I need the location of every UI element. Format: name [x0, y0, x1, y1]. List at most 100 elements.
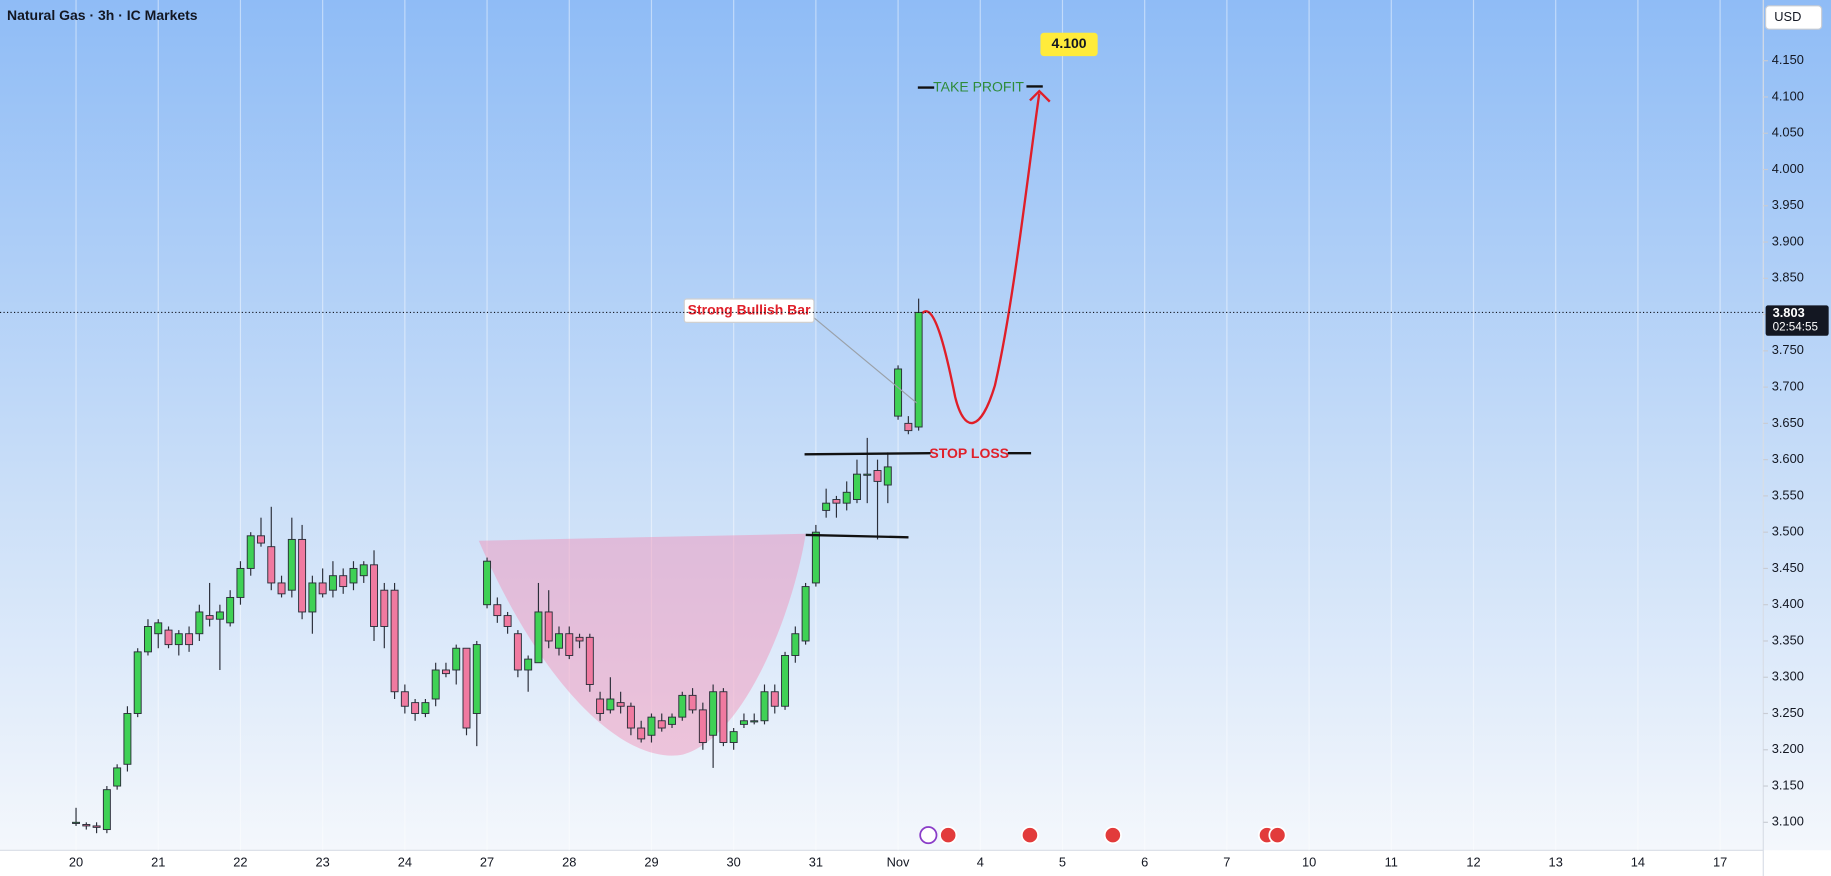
candle-body [822, 502, 831, 511]
candle-body [657, 720, 666, 729]
candle-body [452, 647, 461, 671]
currency-label[interactable]: USD [1774, 9, 1801, 24]
candle-body [215, 611, 224, 620]
candle-body [143, 626, 152, 653]
candle-body [380, 589, 389, 627]
y-tick-label: 3.500 [1772, 524, 1804, 539]
candle-body [739, 720, 748, 725]
candle-body [585, 636, 594, 685]
x-tick-label: 21 [151, 855, 165, 870]
candle-body [565, 633, 574, 656]
time-axis-bg [0, 850, 1831, 876]
candle-body [236, 567, 245, 598]
candle-body [339, 575, 348, 588]
projection-curve [921, 93, 1041, 425]
candle-body [370, 564, 378, 627]
candle-body [205, 615, 214, 620]
candle-body [298, 538, 307, 613]
candle-body [411, 702, 420, 714]
candle-body [637, 727, 646, 740]
candle-body [308, 582, 317, 613]
candle-body [359, 564, 368, 577]
event-icon [1103, 826, 1122, 845]
x-tick-label: 7 [1223, 855, 1230, 870]
y-tick-label: 4.150 [1772, 52, 1804, 67]
countdown-label: 02:54:55 [1773, 321, 1818, 334]
candle-body [483, 560, 492, 606]
target-badge-box [1040, 32, 1098, 57]
stop-loss-line [804, 452, 931, 456]
y-tick-label: 3.400 [1772, 596, 1804, 611]
candle-body [441, 669, 450, 675]
x-tick-label: 27 [480, 855, 494, 870]
y-tick-label: 4.050 [1772, 125, 1804, 140]
event-icon [1268, 826, 1287, 845]
candle-body [719, 691, 728, 743]
candle-body [575, 636, 584, 642]
x-tick-label: 6 [1141, 855, 1148, 870]
candle-body [154, 622, 163, 635]
x-tick-label: 31 [809, 855, 823, 870]
x-tick-label: Nov [887, 855, 910, 870]
candle-body [493, 604, 502, 617]
candle-body [421, 702, 430, 714]
y-tick-label: 3.650 [1772, 415, 1804, 430]
x-tick-label: 24 [398, 855, 412, 870]
candle-body [113, 767, 122, 787]
y-tick-label: 3.700 [1772, 378, 1804, 393]
candle-body [257, 535, 265, 544]
candle-body [544, 611, 553, 642]
candle-body [801, 586, 810, 642]
candle-body [832, 499, 841, 504]
candle-body [770, 691, 779, 707]
candle-body [853, 473, 861, 501]
y-tick-label: 3.150 [1772, 777, 1804, 792]
neckline [805, 533, 909, 539]
candle-body [904, 422, 913, 432]
x-tick-label: 4 [977, 855, 984, 870]
candle-body [226, 596, 235, 624]
candle-body [616, 702, 625, 707]
x-tick-label: 10 [1302, 855, 1316, 870]
candle-body [729, 731, 738, 743]
candle-body [267, 546, 276, 584]
y-tick-label: 3.250 [1772, 705, 1804, 720]
candle-body [195, 611, 204, 635]
y-tick-label: 3.900 [1772, 233, 1804, 248]
candle-body [750, 720, 759, 723]
callout-text: Strong Bullish Bar [688, 301, 811, 317]
candle-body [431, 669, 440, 700]
currency-button[interactable] [1765, 5, 1823, 30]
x-tick-label: 22 [233, 855, 247, 870]
candle-body [503, 615, 512, 627]
candle-body [349, 567, 358, 584]
candle-body [678, 694, 687, 718]
chart-title: Natural Gas · 3h · IC Markets [7, 7, 198, 23]
candle-body [400, 691, 409, 707]
candle-body [82, 824, 91, 827]
event-icon [1020, 826, 1039, 845]
candle-body [606, 698, 615, 711]
grid [75, 0, 1721, 851]
candle-body [513, 633, 522, 671]
y-tick-label: 3.750 [1772, 342, 1804, 357]
candles [72, 298, 923, 834]
x-tick-label: 5 [1059, 855, 1066, 870]
x-tick-label: 20 [69, 855, 83, 870]
candle-body [534, 611, 543, 664]
candle-body [472, 644, 481, 714]
candle-body [647, 716, 656, 736]
candle-body [277, 582, 286, 595]
candle-body [811, 531, 820, 584]
callout-box [683, 298, 815, 323]
candle-body [328, 575, 337, 591]
y-tick-label: 3.100 [1772, 814, 1804, 829]
x-tick-label: 29 [644, 855, 658, 870]
candle-body [555, 633, 563, 649]
candle-body [883, 466, 892, 486]
candle-body [668, 716, 676, 725]
candle-body [318, 582, 327, 595]
last-price-label: 3.803 [1773, 305, 1805, 320]
